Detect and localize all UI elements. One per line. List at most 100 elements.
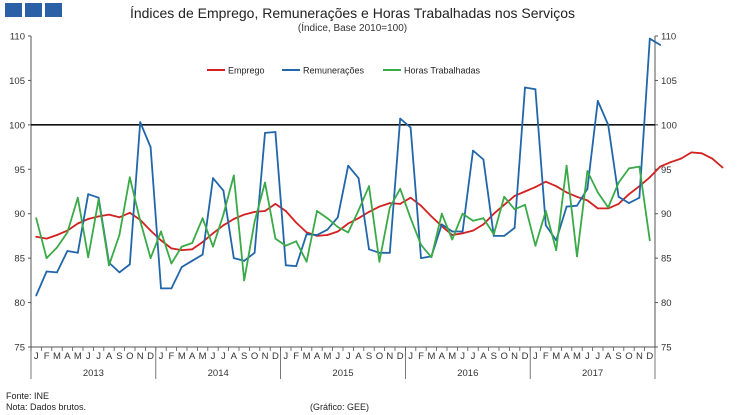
chart-credit: (Gráfico: GEE) (310, 402, 370, 412)
data-point (212, 245, 214, 248)
month-label: O (501, 351, 508, 362)
month-label: J (346, 351, 351, 362)
data-point (336, 230, 339, 233)
data-point (347, 231, 350, 234)
data-point (399, 117, 402, 120)
data-point (596, 99, 599, 102)
data-point (253, 251, 256, 254)
data-point (555, 185, 558, 188)
y-tick-label-right: 75 (661, 343, 672, 354)
data-point (326, 217, 329, 220)
data-point (316, 210, 318, 212)
data-point (472, 219, 474, 222)
year-label: 2017 (582, 368, 603, 379)
month-label: A (231, 351, 238, 362)
data-point (264, 131, 266, 134)
data-point (326, 228, 329, 231)
month-label: F (44, 351, 50, 362)
month-label: S (366, 351, 372, 362)
year-label: 2014 (208, 368, 229, 379)
data-point (118, 271, 121, 274)
data-point (399, 187, 402, 190)
data-point (680, 157, 682, 160)
data-point (170, 287, 173, 290)
data-point (87, 218, 90, 220)
data-point (160, 287, 162, 290)
data-point (472, 229, 474, 232)
data-point (461, 232, 464, 235)
data-point (638, 165, 641, 168)
data-point (232, 218, 235, 220)
month-label: J (159, 351, 164, 362)
data-point (139, 219, 142, 222)
data-point (264, 210, 266, 212)
data-point (201, 253, 204, 256)
y-tick-label-right: 110 (661, 32, 676, 43)
data-point (56, 234, 58, 236)
y-tick-label-left: 105 (9, 76, 25, 87)
source-note: Fonte: INE (6, 391, 50, 401)
month-label: J (335, 351, 340, 362)
data-point (97, 198, 100, 201)
data-point (66, 231, 69, 234)
data-point (565, 205, 568, 208)
data-point (461, 212, 464, 215)
data-point (243, 259, 246, 262)
data-point (503, 203, 506, 206)
month-label: M (552, 351, 560, 362)
month-label: J (460, 351, 465, 362)
y-tick-label-left: 90 (14, 209, 25, 220)
legend-label: Emprego (228, 66, 265, 76)
month-label: A (605, 351, 612, 362)
data-point (409, 217, 412, 220)
month-label: M (303, 351, 311, 362)
data-point (87, 193, 90, 196)
data-point (160, 239, 162, 242)
month-label: M (53, 351, 61, 362)
data-point (45, 270, 48, 273)
data-point (648, 176, 651, 179)
data-point (128, 176, 131, 179)
month-label: J (533, 351, 538, 362)
data-point (430, 256, 433, 259)
data-point (482, 217, 485, 220)
data-point (440, 212, 443, 215)
data-point (118, 216, 121, 219)
data-point (440, 223, 443, 226)
data-point (347, 222, 350, 225)
data-point (284, 244, 287, 247)
data-point (409, 196, 412, 199)
data-point (524, 203, 526, 206)
y-tick-label-right: 95 (661, 165, 672, 176)
data-point (212, 177, 214, 180)
data-point (669, 161, 672, 164)
data-point (492, 235, 495, 237)
data-point (35, 294, 38, 297)
data-point (628, 202, 630, 204)
data-point (97, 215, 100, 218)
data-point (524, 190, 526, 193)
data-point (336, 216, 339, 219)
gee-logo (5, 3, 62, 17)
month-label: J (585, 351, 590, 362)
data-point (576, 204, 578, 207)
data-point (586, 199, 589, 202)
chart-title: Índices de Emprego, Remunerações e Horas… (129, 5, 576, 21)
data-point (534, 186, 537, 188)
data-point (659, 43, 662, 46)
data-point (180, 249, 183, 252)
data-point (232, 174, 235, 177)
data-point (56, 271, 58, 274)
month-label: M (199, 351, 207, 362)
data-point (232, 257, 235, 260)
y-tick-label-left: 80 (14, 298, 25, 309)
data-point (430, 215, 433, 218)
y-tick-label-left: 75 (14, 343, 25, 354)
data-point (274, 131, 277, 133)
month-label: A (563, 351, 570, 362)
data-point (128, 211, 131, 214)
month-label: J (595, 351, 600, 362)
month-label: J (408, 351, 413, 362)
data-point (56, 246, 58, 249)
